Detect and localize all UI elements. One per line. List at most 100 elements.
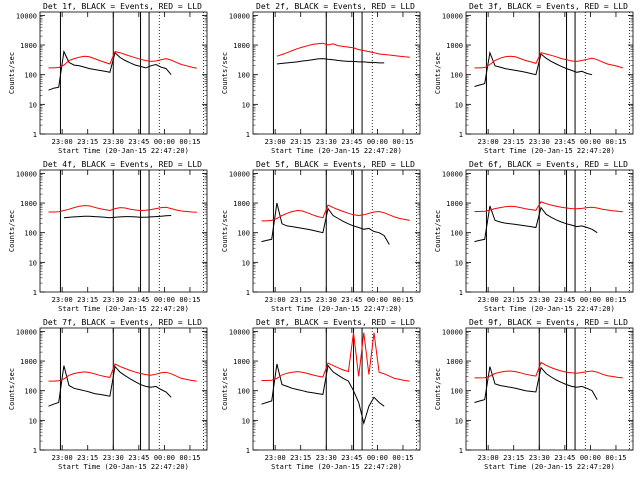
panel-det-2: Det 2f, BLACK = Events, RED = LLD 1 10 100 1… [221, 2, 421, 155]
x-tick-label: 23:15 [290, 454, 311, 462]
x-tick-label: 00:00 [580, 138, 601, 146]
y-tick-label: 10000 [229, 328, 250, 336]
series-events-line [261, 363, 385, 426]
panel-title: Det 3f, BLACK = Events, RED = LLD [469, 2, 628, 11]
y-tick-label: 1 [459, 131, 463, 139]
x-tick-label: 00:15 [605, 138, 626, 146]
y-axis-label: Counts/sec [434, 210, 442, 252]
y-tick-label: 10 [29, 259, 37, 267]
x-tick-label: 23:00 [478, 138, 499, 146]
y-tick-label: 10000 [16, 12, 37, 20]
y-tick-label: 10 [29, 417, 37, 425]
series-events-line [474, 50, 593, 87]
x-tick-label: 23:45 [128, 138, 149, 146]
y-axis-label: Counts/sec [8, 210, 16, 252]
x-tick-label: 23:00 [52, 138, 73, 146]
x-tick-label: 00:00 [580, 454, 601, 462]
y-tick-label: 10 [29, 101, 37, 109]
x-tick-label: 23:15 [503, 454, 524, 462]
x-axis-label: Start Time (20-Jan-15 22:47:20) [484, 147, 615, 155]
x-tick-label: 23:30 [529, 454, 550, 462]
x-tick-label: 00:00 [154, 296, 175, 304]
plot-frame [465, 11, 634, 135]
y-tick-label: 10000 [442, 328, 463, 336]
x-tick-label: 00:00 [367, 138, 388, 146]
x-tick-label: 23:30 [316, 454, 337, 462]
x-axis-label: Start Time (20-Jan-15 22:47:20) [484, 463, 615, 471]
x-tick-label: 23:45 [341, 138, 362, 146]
x-tick-label: 23:15 [503, 138, 524, 146]
x-tick-label: 23:30 [529, 296, 550, 304]
series-lld-line [48, 205, 197, 213]
x-tick-label: 23:15 [77, 138, 98, 146]
panel-det-6: Det 6f, BLACK = Events, RED = LLD 1 10 100 1… [434, 160, 634, 313]
x-tick-label: 23:15 [503, 296, 524, 304]
y-tick-label: 1 [246, 447, 250, 455]
x-tick-label: 00:00 [367, 296, 388, 304]
x-tick-label: 23:15 [77, 454, 98, 462]
series-lld-line [261, 204, 410, 222]
y-tick-label: 10 [242, 259, 250, 267]
y-axis-label: Counts/sec [8, 368, 16, 410]
panel-title: Det 4f, BLACK = Events, RED = LLD [43, 160, 202, 169]
y-tick-label: 1 [33, 447, 37, 455]
y-tick-label: 100 [24, 72, 37, 80]
y-tick-label: 100 [450, 72, 463, 80]
series-events-line [474, 205, 598, 243]
panel-det-3: Det 3f, BLACK = Events, RED = LLD 1 10 100 1… [434, 2, 634, 155]
x-tick-label: 23:00 [265, 138, 286, 146]
panel-title: Det 2f, BLACK = Events, RED = LLD [256, 2, 415, 11]
panel-title: Det 1f, BLACK = Events, RED = LLD [43, 2, 202, 11]
series-events-line [474, 366, 598, 403]
x-tick-label: 23:45 [554, 138, 575, 146]
x-tick-label: 23:45 [128, 454, 149, 462]
x-tick-label: 23:30 [316, 296, 337, 304]
x-tick-label: 00:00 [154, 454, 175, 462]
x-tick-label: 00:15 [179, 138, 200, 146]
y-tick-label: 10 [455, 101, 463, 109]
x-tick-label: 00:15 [392, 296, 413, 304]
y-axis-label: Counts/sec [434, 368, 442, 410]
panel-det-5: Det 5f, BLACK = Events, RED = LLD 1 10 100 1… [221, 160, 421, 313]
plot-frame [252, 11, 421, 135]
y-tick-label: 1000 [20, 358, 37, 366]
x-tick-label: 00:00 [580, 296, 601, 304]
x-axis-label: Start Time (20-Jan-15 22:47:20) [58, 305, 189, 313]
x-tick-label: 23:30 [103, 454, 124, 462]
y-tick-label: 1000 [233, 200, 250, 208]
y-tick-label: 100 [24, 230, 37, 238]
x-tick-label: 23:30 [103, 138, 124, 146]
plot-frame [252, 327, 421, 451]
series-events-line [48, 49, 172, 91]
y-tick-label: 1 [33, 131, 37, 139]
series-lld-line [48, 363, 197, 382]
y-tick-label: 100 [450, 230, 463, 238]
panel-det-7: Det 7f, BLACK = Events, RED = LLD 1 10 100 1… [8, 318, 208, 471]
plot-frame [39, 169, 208, 293]
x-tick-label: 23:45 [341, 296, 362, 304]
y-tick-label: 1000 [446, 358, 463, 366]
series-events-line [261, 202, 390, 245]
y-tick-label: 10000 [442, 170, 463, 178]
x-axis-label: Start Time (20-Jan-15 22:47:20) [271, 305, 402, 313]
series-events-line [63, 215, 172, 219]
y-tick-label: 10000 [229, 170, 250, 178]
y-tick-label: 1 [33, 289, 37, 297]
x-tick-label: 23:15 [290, 138, 311, 146]
y-tick-label: 10000 [16, 328, 37, 336]
plot-frame [39, 11, 208, 135]
y-axis-label: Counts/sec [434, 52, 442, 94]
x-tick-label: 23:30 [316, 138, 337, 146]
series-lld-line [48, 51, 197, 69]
y-tick-label: 1 [459, 447, 463, 455]
y-tick-label: 1000 [233, 358, 250, 366]
y-tick-label: 1000 [20, 200, 37, 208]
y-tick-label: 100 [237, 72, 250, 80]
x-tick-label: 00:15 [605, 296, 626, 304]
plot-frame [252, 169, 421, 293]
x-tick-label: 23:15 [290, 296, 311, 304]
y-tick-label: 100 [450, 388, 463, 396]
panel-title: Det 8f, BLACK = Events, RED = LLD [256, 318, 415, 327]
panel-det-4: Det 4f, BLACK = Events, RED = LLD 1 10 100 1… [8, 160, 208, 313]
